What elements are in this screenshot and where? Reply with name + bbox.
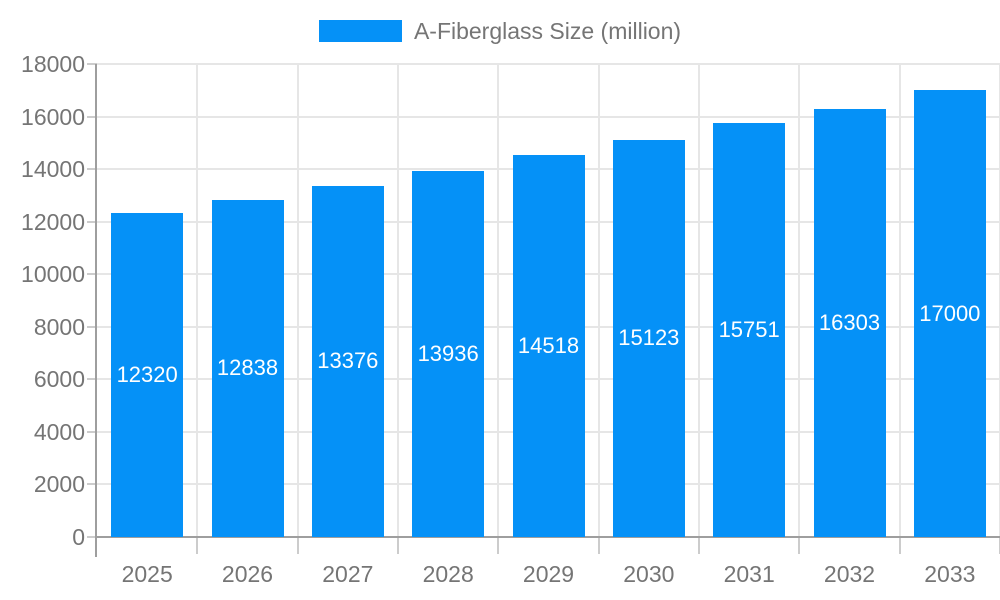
bar[interactable] <box>111 213 184 537</box>
bar[interactable] <box>913 90 986 537</box>
x-axis-tick-label: 2026 <box>221 561 274 587</box>
bar-value-label: 16303 <box>818 309 881 335</box>
y-axis-tick <box>87 430 97 433</box>
x-axis-tick <box>196 537 199 554</box>
plot-area: 0 2000 4000 6000 8000 10000 12000 14000 16000 180… <box>21 51 1000 587</box>
x-axis-tick <box>296 537 299 554</box>
x-axis-tick-label: 2031 <box>723 561 775 587</box>
x-axis-tick-label: 2032 <box>823 561 876 587</box>
x-gridline <box>196 64 199 537</box>
y-axis-tick-label: 18000 <box>21 51 85 77</box>
y-axis-tick <box>87 483 97 486</box>
x-axis-tick <box>698 537 700 554</box>
y-gridline <box>97 115 1000 118</box>
x-gridline <box>898 64 901 537</box>
y-axis-tick-label: 14000 <box>21 156 85 183</box>
y-axis-tick-label: 8000 <box>33 313 85 340</box>
y-axis-tick <box>87 536 97 538</box>
x-axis-tick <box>497 537 500 554</box>
x-gridline <box>296 64 299 537</box>
y-axis-tick <box>87 63 97 65</box>
bar[interactable] <box>311 185 384 537</box>
chart-legend[interactable]: A-Fiberglass Size (million) <box>0 18 1000 44</box>
bar-value-label: 15123 <box>618 325 680 351</box>
y-axis-tick <box>87 325 97 328</box>
bar-value-label: 15751 <box>718 317 780 343</box>
bar[interactable] <box>813 108 886 537</box>
y-axis-line <box>95 64 97 557</box>
x-gridline <box>698 64 700 537</box>
legend-swatch-icon <box>318 20 402 42</box>
x-gridline <box>397 64 399 537</box>
x-axis-tick-label: 2028 <box>422 561 474 587</box>
bar-value-label: 17000 <box>919 300 981 326</box>
x-gridline <box>497 64 500 537</box>
y-axis-tick <box>87 168 97 171</box>
bar-value-label: 13376 <box>317 348 379 374</box>
bar-value-label: 12838 <box>216 355 279 381</box>
y-axis-tick <box>87 273 97 276</box>
x-axis-line <box>95 536 1000 538</box>
x-gridline <box>798 64 801 537</box>
bar-value-label: 14518 <box>517 333 580 359</box>
bar[interactable] <box>512 155 585 537</box>
x-axis-tick-label: 2033 <box>924 561 976 587</box>
y-gridline <box>97 63 1000 65</box>
y-axis-tick-label: 12000 <box>21 208 85 235</box>
bar[interactable] <box>412 170 485 537</box>
x-axis-tick-label: 2029 <box>522 561 575 587</box>
bar[interactable] <box>713 123 786 537</box>
y-axis-tick-label: 0 <box>72 524 85 550</box>
y-axis-tick-label: 6000 <box>33 366 85 393</box>
bar[interactable] <box>612 139 685 537</box>
x-axis-tick <box>597 537 600 554</box>
bar-value-label: 13936 <box>417 340 479 366</box>
y-axis-tick-label: 2000 <box>33 471 85 498</box>
x-axis-tick-label: 2027 <box>322 561 374 587</box>
y-axis-tick-label: 10000 <box>21 261 85 288</box>
x-axis-tick-label: 2025 <box>121 561 173 587</box>
x-axis-tick-label: 2030 <box>623 561 675 587</box>
y-axis-tick <box>87 115 97 118</box>
y-axis-tick <box>87 220 97 223</box>
x-gridline <box>597 64 600 537</box>
x-axis-tick <box>397 537 399 554</box>
y-axis-tick-label: 16000 <box>21 103 85 130</box>
y-axis-tick <box>87 378 97 381</box>
x-axis-tick <box>798 537 801 554</box>
bar-value-label: 12320 <box>116 362 178 388</box>
y-axis-tick-label: 4000 <box>33 418 85 445</box>
bar[interactable] <box>211 199 284 537</box>
x-axis-tick <box>898 537 901 554</box>
legend-label: A-Fiberglass Size (million) <box>413 18 682 44</box>
